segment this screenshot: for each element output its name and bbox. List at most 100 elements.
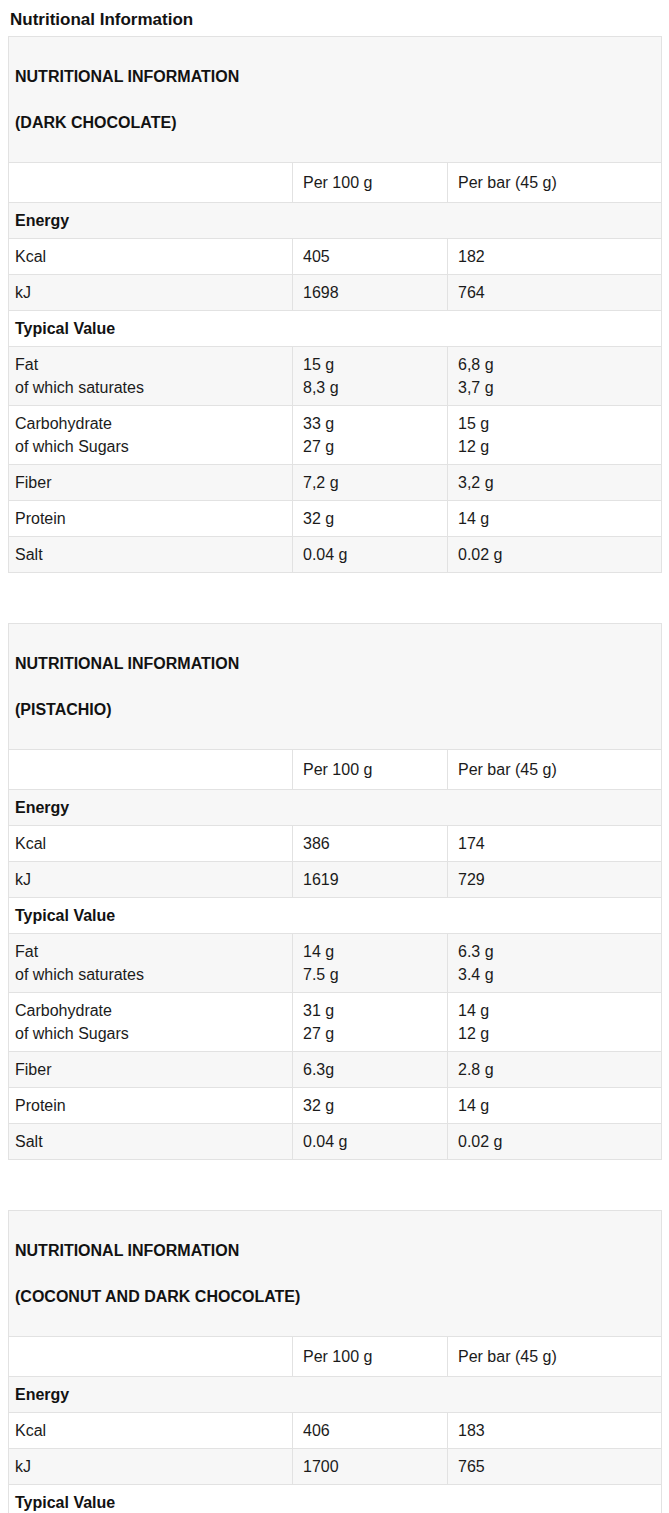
nutrition-table-coconut-dark-chocolate: NUTRITIONAL INFORMATION (COCONUT AND DAR…: [8, 1210, 662, 1513]
section-label-energy: Energy: [9, 790, 662, 826]
cell-per-100g: 405: [293, 239, 448, 275]
cell-per-bar: 14 g: [448, 501, 662, 537]
column-header-empty: [9, 1337, 293, 1377]
row-kj: kJ 1700 765: [9, 1449, 662, 1485]
cell-label: Protein: [9, 501, 293, 537]
column-header-per-100g: Per 100 g: [293, 163, 448, 203]
cell-per-bar: 14 g 12 g: [448, 993, 662, 1052]
cell-per-100g: 386: [293, 826, 448, 862]
column-header-per-bar: Per bar (45 g): [448, 163, 662, 203]
cell-per-bar: 729: [448, 862, 662, 898]
cell-per-bar: 3,2 g: [448, 465, 662, 501]
table-title: NUTRITIONAL INFORMATION (PISTACHIO): [9, 624, 662, 750]
cell-label: Salt: [9, 537, 293, 573]
page-title: Nutritional Information: [10, 9, 661, 30]
cell-per-bar: 765: [448, 1449, 662, 1485]
section-label-energy: Energy: [9, 203, 662, 239]
column-header-empty: [9, 163, 293, 203]
cell-per-100g: 32 g: [293, 501, 448, 537]
cell-label: Kcal: [9, 239, 293, 275]
cell-label: Fat of which saturates: [9, 347, 293, 406]
table-title: NUTRITIONAL INFORMATION (DARK CHOCOLATE): [9, 37, 662, 163]
column-header-per-100g: Per 100 g: [293, 1337, 448, 1377]
cell-per-100g: 0.04 g: [293, 1124, 448, 1160]
table-title-line-2: (DARK CHOCOLATE): [15, 111, 651, 134]
cell-per-bar: 15 g 12 g: [448, 406, 662, 465]
section-row-typical-value: Typical Value: [9, 311, 662, 347]
section-row-energy: Energy: [9, 203, 662, 239]
section-row-typical-value: Typical Value: [9, 898, 662, 934]
row-fat: Fat of which saturates 15 g 8,3 g 6,8 g …: [9, 347, 662, 406]
table-title-line-2: (PISTACHIO): [15, 698, 651, 721]
cell-label: Kcal: [9, 1413, 293, 1449]
column-header-per-100g: Per 100 g: [293, 750, 448, 790]
cell-per-100g: 6.3g: [293, 1052, 448, 1088]
column-header-per-bar: Per bar (45 g): [448, 750, 662, 790]
row-carbohydrate: Carbohydrate of which Sugars 31 g 27 g 1…: [9, 993, 662, 1052]
cell-per-bar: 0.02 g: [448, 537, 662, 573]
row-kj: kJ 1698 764: [9, 275, 662, 311]
cell-per-100g: 1619: [293, 862, 448, 898]
cell-per-100g: 14 g 7.5 g: [293, 934, 448, 993]
cell-label: kJ: [9, 862, 293, 898]
section-label-typical-value: Typical Value: [9, 898, 662, 934]
cell-per-100g: 15 g 8,3 g: [293, 347, 448, 406]
cell-label: Kcal: [9, 826, 293, 862]
nutrition-table-dark-chocolate: NUTRITIONAL INFORMATION (DARK CHOCOLATE)…: [8, 36, 662, 573]
cell-per-100g: 32 g: [293, 1088, 448, 1124]
table-title-row: NUTRITIONAL INFORMATION (PISTACHIO): [9, 624, 662, 750]
table-title-line-1: NUTRITIONAL INFORMATION: [15, 65, 651, 88]
table-title-row: NUTRITIONAL INFORMATION (DARK CHOCOLATE): [9, 37, 662, 163]
section-label-typical-value: Typical Value: [9, 1485, 662, 1513]
cell-label: Protein: [9, 1088, 293, 1124]
row-salt: Salt 0.04 g 0.02 g: [9, 1124, 662, 1160]
row-fat: Fat of which saturates 14 g 7.5 g 6.3 g …: [9, 934, 662, 993]
column-header-empty: [9, 750, 293, 790]
cell-per-bar: 6.3 g 3.4 g: [448, 934, 662, 993]
row-kcal: Kcal 406 183: [9, 1413, 662, 1449]
table-title: NUTRITIONAL INFORMATION (COCONUT AND DAR…: [9, 1211, 662, 1337]
cell-per-bar: 764: [448, 275, 662, 311]
section-label-energy: Energy: [9, 1377, 662, 1413]
cell-per-bar: 2.8 g: [448, 1052, 662, 1088]
column-header-row: Per 100 g Per bar (45 g): [9, 1337, 662, 1377]
cell-label: Fat of which saturates: [9, 934, 293, 993]
cell-label: Salt: [9, 1124, 293, 1160]
cell-per-bar: 183: [448, 1413, 662, 1449]
cell-label: Carbohydrate of which Sugars: [9, 993, 293, 1052]
table-title-line-2: (COCONUT AND DARK CHOCOLATE): [15, 1285, 651, 1308]
column-header-row: Per 100 g Per bar (45 g): [9, 750, 662, 790]
cell-per-bar: 174: [448, 826, 662, 862]
row-fiber: Fiber 7,2 g 3,2 g: [9, 465, 662, 501]
section-label-typical-value: Typical Value: [9, 311, 662, 347]
column-header-per-bar: Per bar (45 g): [448, 1337, 662, 1377]
row-fiber: Fiber 6.3g 2.8 g: [9, 1052, 662, 1088]
table-title-row: NUTRITIONAL INFORMATION (COCONUT AND DAR…: [9, 1211, 662, 1337]
cell-label: Fiber: [9, 1052, 293, 1088]
cell-per-100g: 7,2 g: [293, 465, 448, 501]
row-kj: kJ 1619 729: [9, 862, 662, 898]
cell-per-bar: 14 g: [448, 1088, 662, 1124]
table-title-line-1: NUTRITIONAL INFORMATION: [15, 1239, 651, 1262]
cell-per-100g: 33 g 27 g: [293, 406, 448, 465]
row-protein: Protein 32 g 14 g: [9, 501, 662, 537]
row-salt: Salt 0.04 g 0.02 g: [9, 537, 662, 573]
row-kcal: Kcal 386 174: [9, 826, 662, 862]
cell-per-100g: 406: [293, 1413, 448, 1449]
cell-label: Fiber: [9, 465, 293, 501]
cell-label: kJ: [9, 1449, 293, 1485]
cell-per-100g: 0.04 g: [293, 537, 448, 573]
cell-per-100g: 1698: [293, 275, 448, 311]
cell-per-100g: 31 g 27 g: [293, 993, 448, 1052]
table-title-line-1: NUTRITIONAL INFORMATION: [15, 652, 651, 675]
section-row-typical-value: Typical Value: [9, 1485, 662, 1513]
cell-per-100g: 1700: [293, 1449, 448, 1485]
cell-label: kJ: [9, 275, 293, 311]
cell-per-bar: 6,8 g 3,7 g: [448, 347, 662, 406]
row-protein: Protein 32 g 14 g: [9, 1088, 662, 1124]
section-row-energy: Energy: [9, 1377, 662, 1413]
cell-label: Carbohydrate of which Sugars: [9, 406, 293, 465]
nutrition-table-pistachio: NUTRITIONAL INFORMATION (PISTACHIO) Per …: [8, 623, 662, 1160]
nutrition-page: Nutritional Information NUTRITIONAL INFO…: [0, 0, 669, 1513]
cell-per-bar: 182: [448, 239, 662, 275]
